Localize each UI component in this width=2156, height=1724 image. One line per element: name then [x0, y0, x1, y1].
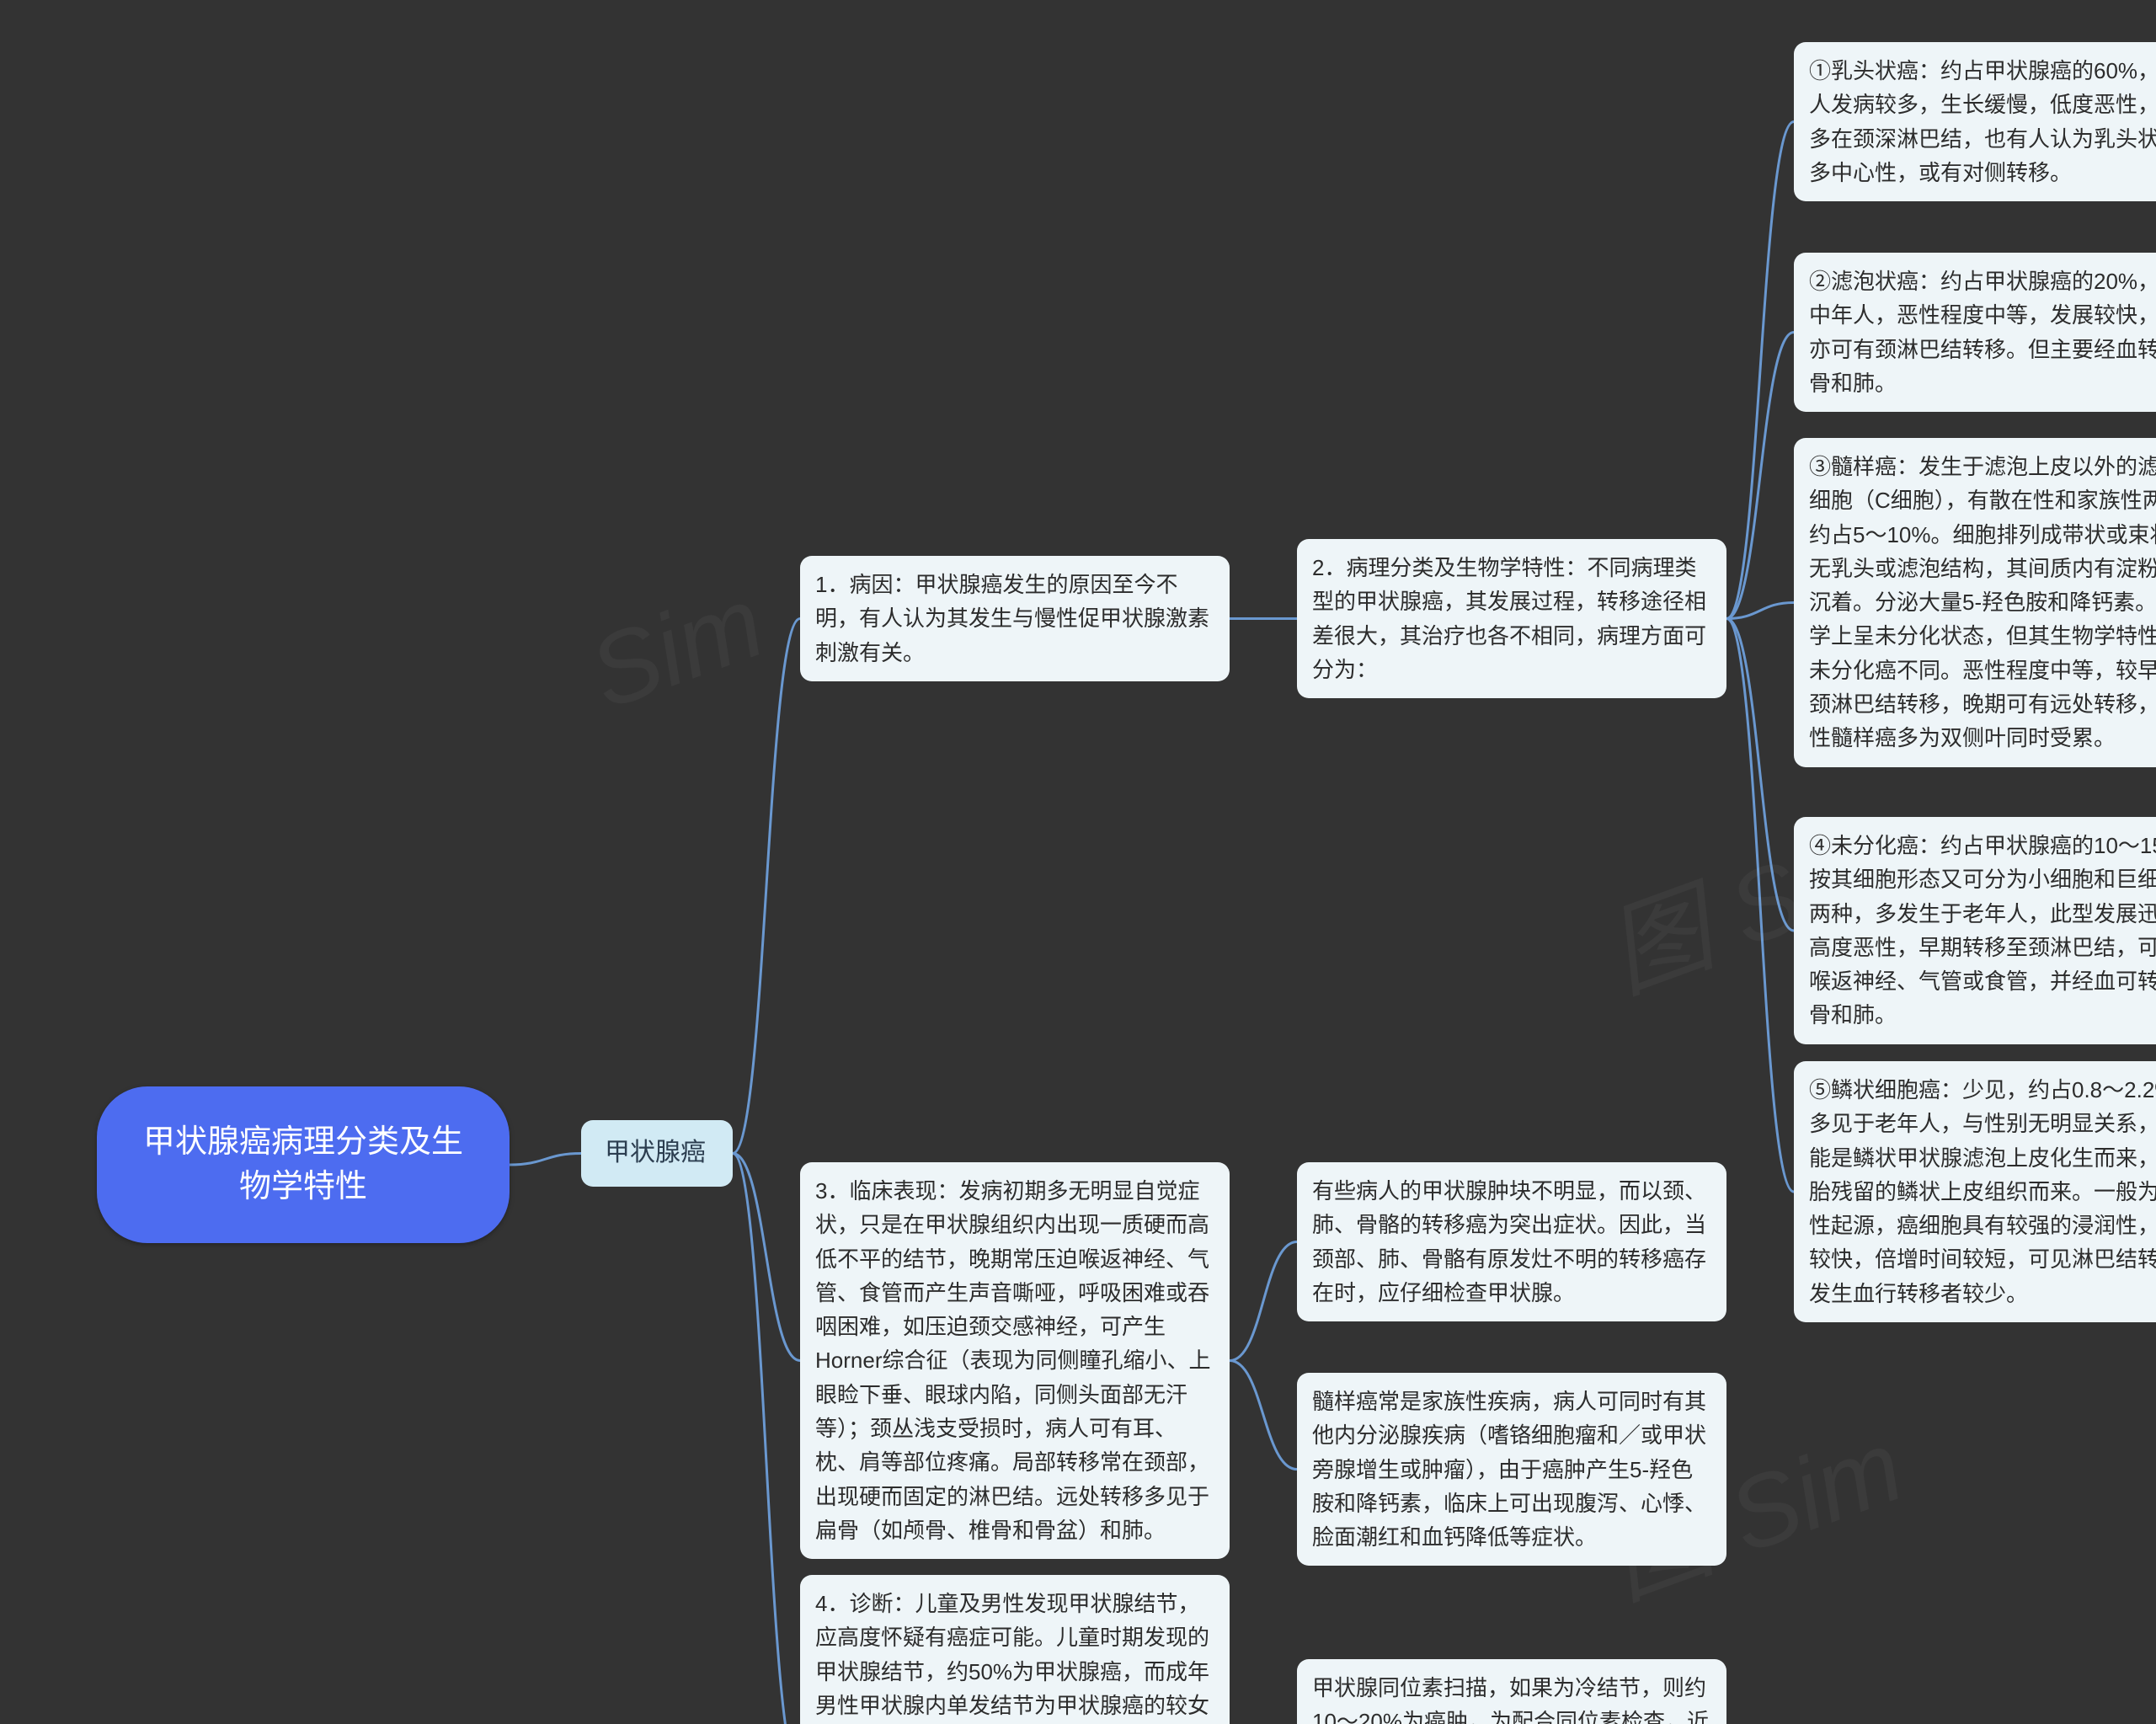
root-node[interactable]: 甲状腺癌病理分类及生物学特性 [97, 1086, 510, 1243]
node-etiology[interactable]: 1．病因：甲状腺癌发生的原因至今不明，有人认为其发生与慢性促甲状腺激素刺激有关。 [800, 556, 1230, 681]
watermark: Sim [575, 563, 778, 732]
mindmap-canvas: 图 Sim 图 Sim Sim 甲状腺癌病理分类及生物学特性 甲状腺癌 1．病因… [0, 0, 2156, 1724]
node-medullary[interactable]: ③髓样癌：发生于滤泡上皮以外的滤泡旁细胞（C细胞），有散在性和家族性两类，约占5… [1794, 438, 2156, 767]
node-pathology-classification[interactable]: 2．病理分类及生物学特性：不同病理类型的甲状腺癌，其发展过程，转移途径相差很大，… [1297, 539, 1726, 698]
node-undifferentiated[interactable]: ④未分化癌：约占甲状腺癌的10～15%，按其细胞形态又可分为小细胞和巨细胞性两种… [1794, 817, 2156, 1044]
node-clinical-detail-1[interactable]: 有些病人的甲状腺肿块不明显，而以颈、肺、骨骼的转移癌为突出症状。因此，当颈部、肺… [1297, 1162, 1726, 1321]
node-diagnosis-detail[interactable]: 甲状腺同位素扫描，如果为冷结节，则约10～20%为癌肿，为配合同位素检查，近年多… [1297, 1659, 1726, 1724]
level1-node[interactable]: 甲状腺癌 [581, 1120, 733, 1187]
node-squamous[interactable]: ⑤鳞状细胞癌：少见，约占0.8～2.2%，多见于老年人，与性别无明显关系，其可能… [1794, 1061, 2156, 1322]
node-clinical[interactable]: 3．临床表现：发病初期多无明显自觉症状，只是在甲状腺组织内出现一质硬而高低不平的… [800, 1162, 1230, 1559]
node-clinical-detail-2[interactable]: 髓样癌常是家族性疾病，病人可同时有其他内分泌腺疾病（嗜铬细胞瘤和／或甲状旁腺增生… [1297, 1373, 1726, 1566]
node-diagnosis[interactable]: 4．诊断：儿童及男性发现甲状腺结节，应高度怀疑有癌症可能。儿童时期发现的甲状腺结… [800, 1575, 1230, 1724]
node-follicular[interactable]: ②滤泡状癌：约占甲状腺癌的20%，多为中年人，恶性程度中等，发展较快，早期亦可有… [1794, 253, 2156, 412]
node-papillary[interactable]: ①乳头状癌：约占甲状腺癌的60%，青年人发病较多，生长缓慢，低度恶性，转移多在颈… [1794, 42, 2156, 201]
